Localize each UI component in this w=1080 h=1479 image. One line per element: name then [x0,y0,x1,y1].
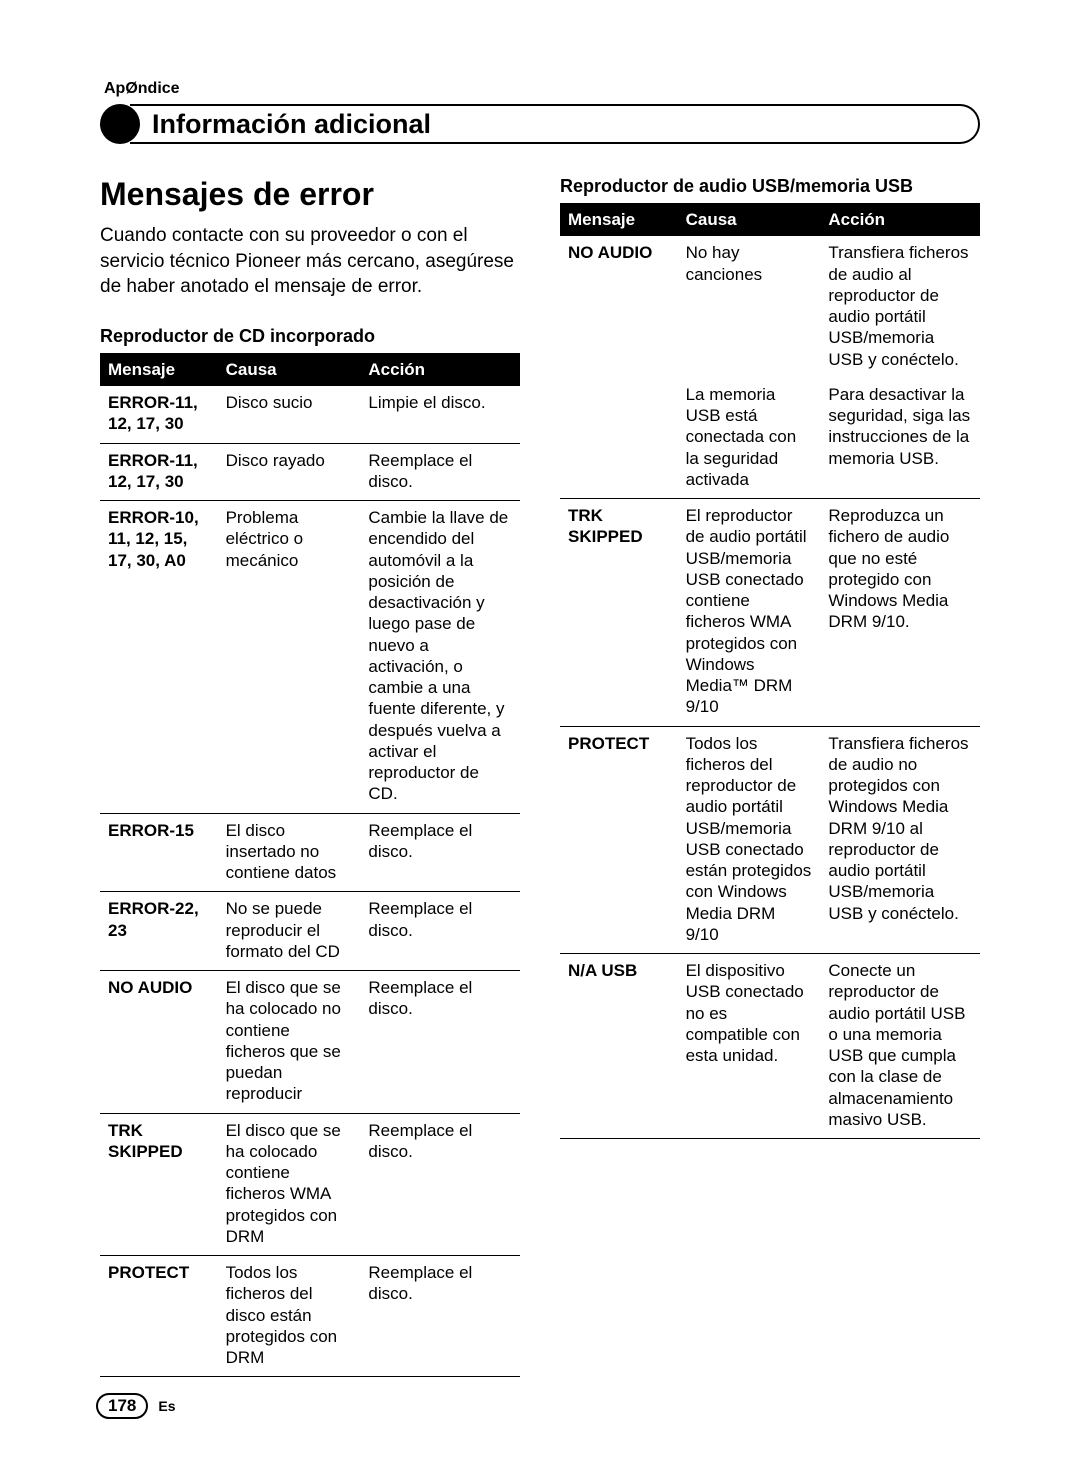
usb-table-caption: Reproductor de audio USB/memoria USB [560,176,980,197]
cd-row-cause: Disco rayado [218,443,361,501]
cd-error-table: Mensaje Causa Acción ERROR-11, 12, 17, 3… [100,353,520,1378]
usb-row-action: Transfiera ficheros de audio al reproduc… [820,236,980,378]
intro-text: Cuando contacte con su proveedor o con e… [100,223,520,300]
cd-row-action: Reemplace el disco. [360,892,520,971]
cd-row-action: Reemplace el disco. [360,971,520,1114]
cd-th-message: Mensaje [100,353,218,386]
right-column: Reproductor de audio USB/memoria USB Men… [560,176,980,1377]
cd-row-cause: El disco que se ha colocado contiene fic… [218,1113,361,1256]
usb-row-msg: NO AUDIO [560,236,678,378]
cd-row-msg: ERROR-22, 23 [100,892,218,971]
page-footer: 178 Es [96,1393,176,1419]
cd-row-msg: ERROR-10, 11, 12, 15, 17, 30, A0 [100,501,218,814]
cd-row-cause: Disco sucio [218,386,361,443]
cd-row-action: Reemplace el disco. [360,813,520,892]
cd-th-cause: Causa [218,353,361,386]
usb-row-msg: TRK SKIPPED [560,499,678,727]
cd-row-msg: TRK SKIPPED [100,1113,218,1256]
usb-th-action: Acción [820,203,980,236]
usb-row-action: Transfiera ficheros de audio no protegid… [820,726,980,954]
usb-row-cause: La memoria USB está conectada con la seg… [678,378,821,499]
page-lang: Es [158,1398,175,1414]
usb-row-msg [560,378,678,499]
cd-row-action: Reemplace el disco. [360,1113,520,1256]
usb-row-msg: N/A USB [560,954,678,1139]
cd-row-cause: El disco que se ha colocado no contiene … [218,971,361,1114]
usb-row-cause: El reproductor de audio portátil USB/mem… [678,499,821,727]
cd-row-cause: No se puede reproducir el formato del CD [218,892,361,971]
usb-row-action: Para desactivar la seguridad, siga las i… [820,378,980,499]
header-bullet-icon [100,104,140,144]
cd-row-msg: NO AUDIO [100,971,218,1114]
cd-row-action: Reemplace el disco. [360,443,520,501]
header-title: Información adicional [152,109,431,140]
section-title-errors: Mensajes de error [100,176,520,213]
usb-row-cause: No hay canciones [678,236,821,378]
usb-th-message: Mensaje [560,203,678,236]
usb-row-cause: Todos los ficheros del reproductor de au… [678,726,821,954]
header-pill: Información adicional [130,104,980,144]
cd-row-cause: El disco insertado no contiene datos [218,813,361,892]
usb-row-msg: PROTECT [560,726,678,954]
cd-row-action: Cambie la llave de encendido del automóv… [360,501,520,814]
cd-row-msg: ERROR-11, 12, 17, 30 [100,443,218,501]
cd-row-cause: Todos los ficheros del disco están prote… [218,1256,361,1377]
usb-row-action: Conecte un reproductor de audio portátil… [820,954,980,1139]
usb-row-action: Reproduzca un fichero de audio que no es… [820,499,980,727]
cd-row-action: Limpie el disco. [360,386,520,443]
page-number: 178 [96,1393,148,1419]
cd-row-msg: PROTECT [100,1256,218,1377]
cd-row-cause: Problema eléctrico o mecánico [218,501,361,814]
cd-th-action: Acción [360,353,520,386]
cd-row-msg: ERROR-15 [100,813,218,892]
cd-row-msg: ERROR-11, 12, 17, 30 [100,386,218,443]
left-column: Mensajes de error Cuando contacte con su… [100,176,520,1377]
usb-error-table: Mensaje Causa Acción NO AUDIONo hay canc… [560,203,980,1139]
cd-table-caption: Reproductor de CD incorporado [100,326,520,347]
section-header: Información adicional [100,100,980,148]
usb-row-cause: El dispositivo USB conectado no es compa… [678,954,821,1139]
appendix-label: ApØndice [104,80,980,98]
usb-th-cause: Causa [678,203,821,236]
cd-row-action: Reemplace el disco. [360,1256,520,1377]
